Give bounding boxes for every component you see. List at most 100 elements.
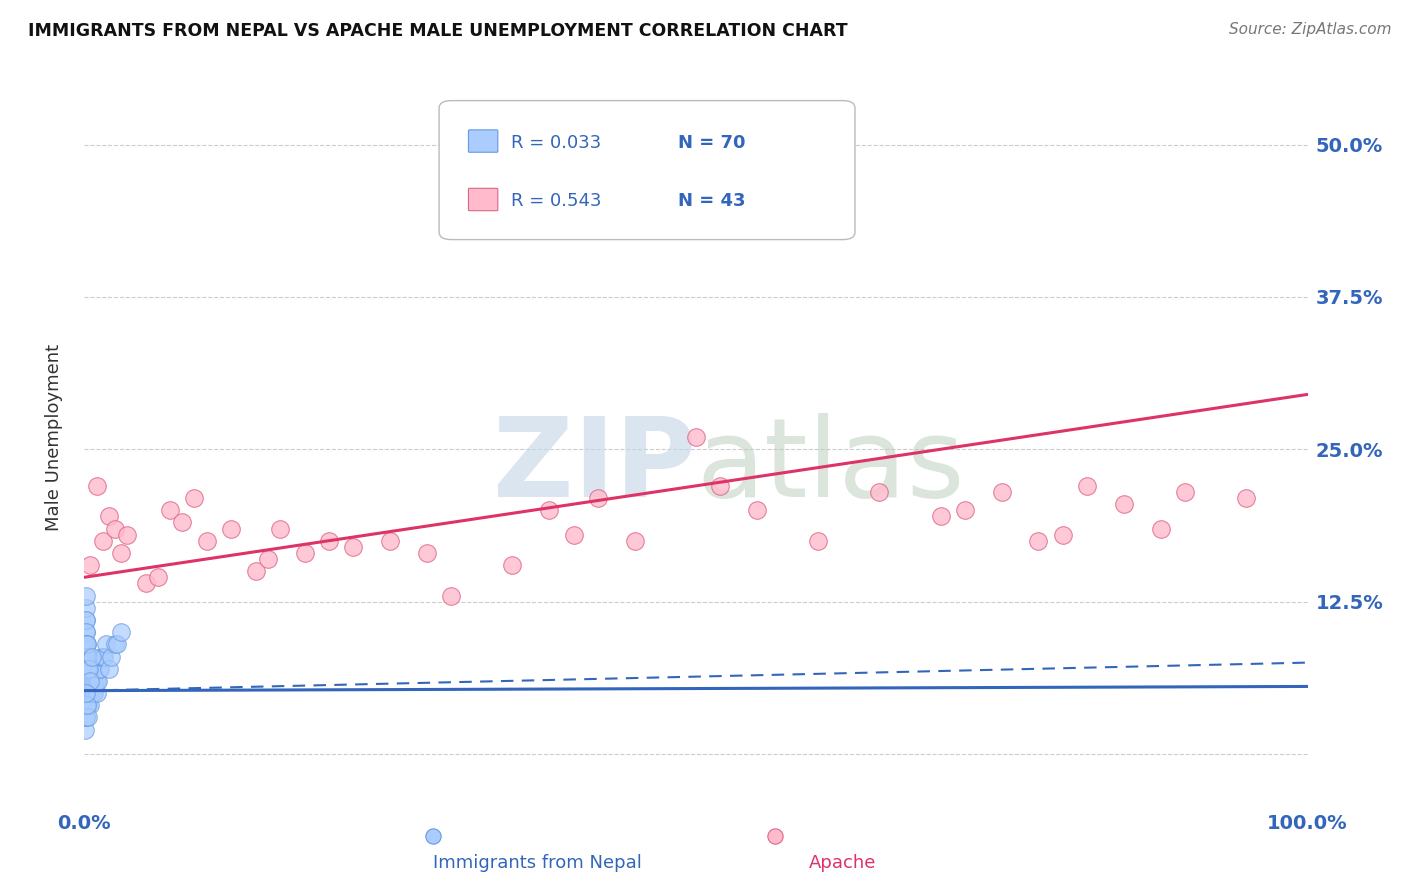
Point [183, 491, 205, 505]
Point [75, 686, 97, 700]
Point [1028, 533, 1050, 548]
Point [105, 637, 128, 651]
Point [104, 521, 127, 535]
Point [77, 686, 100, 700]
Point [76, 637, 98, 651]
Point [416, 546, 439, 560]
Point [82, 686, 104, 700]
Point [93, 649, 115, 664]
Point [76, 673, 98, 688]
Point [75, 698, 97, 713]
Point [84, 673, 107, 688]
Point [318, 533, 340, 548]
Point [86, 479, 108, 493]
Point [1052, 527, 1074, 541]
Point [75, 686, 97, 700]
Point [146, 570, 169, 584]
Point [502, 558, 524, 573]
Point [869, 485, 891, 500]
Point [75, 613, 97, 627]
Point [83, 673, 105, 688]
Point [91, 533, 114, 548]
Point [79, 686, 101, 700]
Point [79, 673, 101, 688]
Text: Immigrants from Nepal: Immigrants from Nepal [433, 854, 641, 872]
Point [75, 649, 97, 664]
Point [77, 662, 100, 676]
Point [1114, 497, 1136, 511]
Text: ZIP: ZIP [492, 413, 696, 520]
Point [76, 686, 98, 700]
Point [75, 698, 97, 713]
Text: Apache: Apache [808, 854, 876, 872]
Point [76, 637, 98, 651]
Point [76, 649, 98, 664]
Point [87, 662, 110, 676]
Point [75, 673, 97, 688]
Point [76, 649, 98, 664]
Point [807, 533, 830, 548]
Point [75, 625, 97, 640]
Point [172, 516, 194, 530]
Point [76, 698, 98, 713]
Point [97, 662, 120, 676]
Point [75, 662, 97, 676]
Point [86, 686, 108, 700]
Point [75, 613, 97, 627]
Point [1236, 491, 1258, 505]
Point [929, 509, 952, 524]
Point [77, 649, 100, 664]
Point [110, 625, 132, 640]
FancyBboxPatch shape [468, 188, 498, 211]
Point [195, 533, 218, 548]
FancyBboxPatch shape [439, 101, 855, 240]
Point [77, 673, 100, 688]
Point [77, 662, 100, 676]
Point [76, 662, 98, 676]
Point [159, 503, 181, 517]
Point [100, 649, 122, 664]
Point [257, 552, 280, 566]
Point [115, 527, 138, 541]
Point [87, 673, 110, 688]
Point [747, 503, 769, 517]
Point [79, 698, 101, 713]
Point [75, 710, 97, 724]
Point [294, 546, 316, 560]
Point [76, 686, 98, 700]
Point [80, 673, 103, 688]
Point [80, 662, 103, 676]
Point [75, 589, 97, 603]
Point [562, 527, 585, 541]
Point [75, 637, 97, 651]
Point [77, 649, 100, 664]
Text: N = 70: N = 70 [678, 134, 745, 152]
Point [83, 686, 105, 700]
Point [77, 698, 100, 713]
Point [75, 637, 97, 651]
Text: atlas: atlas [696, 413, 965, 520]
Point [586, 491, 609, 505]
Point [75, 625, 97, 640]
Point [135, 576, 157, 591]
Y-axis label: Male Unemployment: Male Unemployment [45, 343, 63, 531]
Point [440, 589, 463, 603]
Point [75, 686, 97, 700]
Point [77, 686, 100, 700]
Point [75, 710, 97, 724]
Point [953, 503, 976, 517]
Text: Source: ZipAtlas.com: Source: ZipAtlas.com [1229, 22, 1392, 37]
Point [77, 673, 100, 688]
Point [76, 698, 98, 713]
Point [79, 558, 101, 573]
Point [219, 521, 242, 535]
Point [75, 600, 97, 615]
Point [97, 509, 120, 524]
Point [380, 533, 402, 548]
Point [96, 637, 118, 651]
Point [91, 649, 114, 664]
Point [245, 564, 267, 578]
Point [77, 662, 100, 676]
Point [82, 673, 104, 688]
Point [110, 546, 132, 560]
